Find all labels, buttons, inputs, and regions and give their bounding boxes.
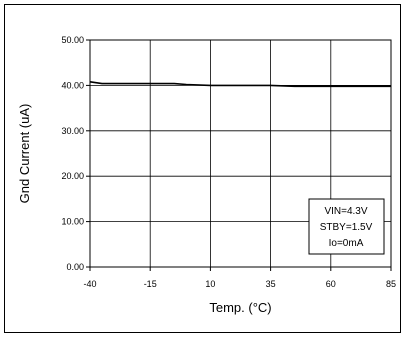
y-tick-label: 50.00 [61,35,84,45]
y-tick-labels: 0.00 10.00 20.00 30.00 40.00 50.00 [61,35,84,272]
plot-area [89,39,392,268]
x-tick-label: 35 [266,279,276,289]
y-tick-label: 20.00 [61,171,84,181]
tick-marks [86,39,392,271]
y-tick-label: 30.00 [61,126,84,136]
y-tick-label: 10.00 [61,217,84,227]
x-tick-labels: -40 -15 10 35 60 85 [83,279,396,289]
y-tick-label: 40.00 [61,80,84,90]
x-tick-label: 10 [205,279,215,289]
y-tick-label: 0.00 [66,262,84,272]
condition-box-border [308,198,385,255]
x-tick-label: 85 [386,279,396,289]
x-axis-label: Temp. (°C) [209,300,271,315]
chart-frame [4,4,401,333]
x-tick-label: -15 [144,279,157,289]
y-axis-label: Gnd Current (uA) [17,104,32,204]
x-tick-label: 60 [326,279,336,289]
condition-box: VIN=4.3V STBY=1.5V Io=0mA [308,198,385,255]
series-line [89,81,391,88]
condition-stby: STBY=1.5V [320,222,373,233]
grid [90,40,391,267]
condition-io: Io=0mA [329,238,364,249]
x-tick-label: -40 [83,279,96,289]
condition-vin: VIN=4.3V [324,206,367,217]
